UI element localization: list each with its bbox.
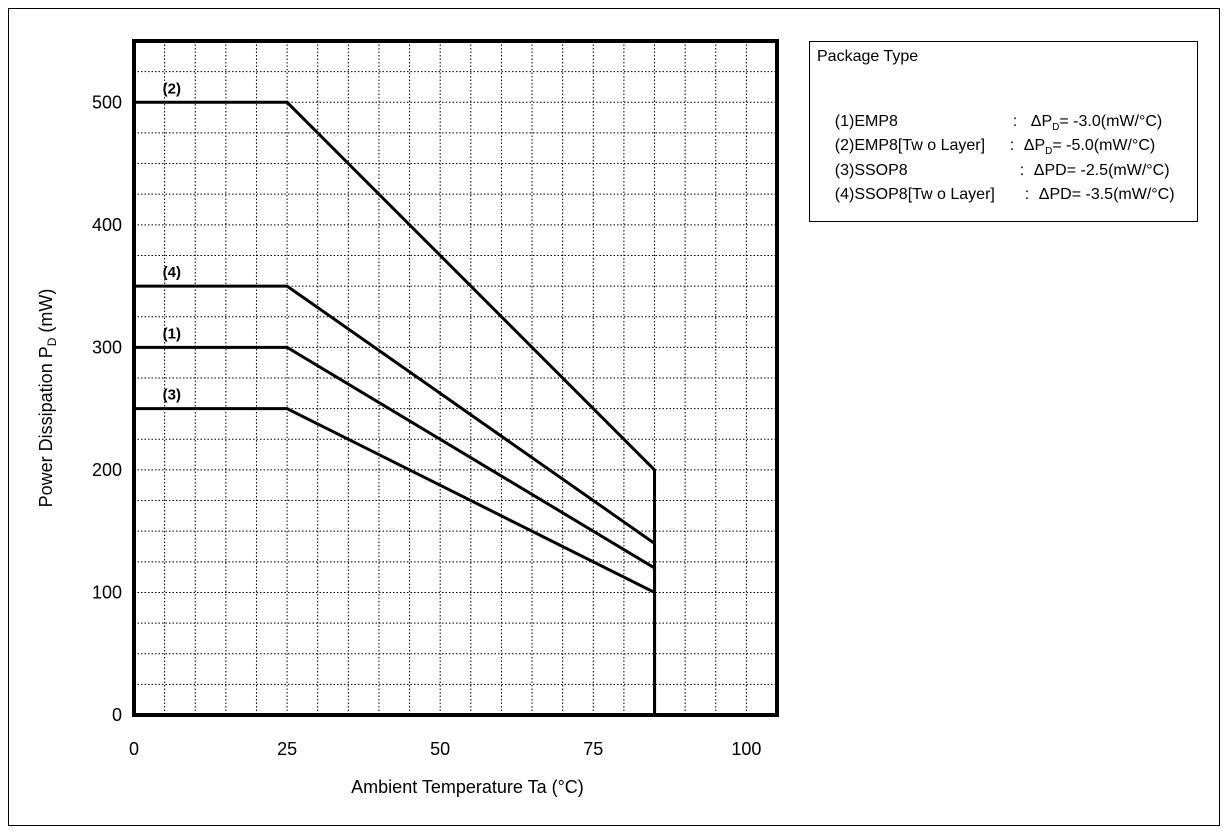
legend-row-rate: ΔPD= -3.0(mW/°C) (1030, 113, 1163, 134)
y-axis-title: Power Dissipation PD (mW) (36, 289, 59, 508)
legend-row-code: (4)SSOP8[Tw o Layer] (834, 186, 995, 203)
y-axis-title-unit: (mW) (36, 289, 56, 338)
y-axis-title-main: Power Dissipation P (36, 346, 56, 507)
y-tick-label: 0 (112, 705, 122, 725)
legend-row-sep: : (1009, 137, 1015, 154)
legend-row-code: (3)SSOP8 (834, 162, 908, 179)
x-axis-title: Ambient Temperature Ta (°C) (351, 777, 584, 797)
plot-area-border (132, 39, 779, 717)
y-tick-label: 200 (92, 460, 122, 480)
legend-row-2: (2)EMP8[Tw o Layer]: ΔPD= -5.0(mW/°C) (817, 119, 1155, 175)
x-tick-label: 25 (277, 739, 297, 759)
grid-lines (134, 41, 777, 715)
legend-row-rate: ΔPD= -3.5(mW/°C) (1038, 186, 1175, 203)
y-tick-label: 500 (92, 92, 122, 112)
y-tick-label: 300 (92, 337, 122, 357)
legend-row-rate: ΔPD= -2.5(mW/°C) (1033, 162, 1170, 179)
curve-labels: (2) (4) (1) (3) (163, 80, 181, 403)
legend-row-sep: : (1019, 162, 1025, 179)
x-tick-label: 0 (129, 739, 139, 759)
curve-label: (2) (163, 80, 181, 97)
x-tick-label: 50 (430, 739, 450, 759)
legend-row-sep: : (1024, 186, 1030, 203)
curve-label: (3) (163, 387, 181, 404)
legend-row-code: (1)EMP8 (834, 113, 898, 130)
curve-label: (4) (163, 264, 181, 281)
series-line-4 (134, 284, 657, 715)
legend-title: Package Type (817, 48, 919, 65)
legend-row-3: (3)SSOP8: ΔPD= -2.5(mW/°C) (817, 144, 1170, 198)
y-axis-title-sub: D (45, 337, 59, 346)
legend-row-code: (2)EMP8[Tw o Layer] (834, 137, 986, 154)
legend-row-sep: : (1012, 113, 1018, 130)
figure-frame (8, 8, 1220, 826)
x-tick-label: 75 (583, 739, 603, 759)
legend-row-1: (1)EMP8: ΔPD= -3.0(mW/°C) (817, 95, 1162, 151)
curve-label: (1) (163, 325, 181, 342)
legend-row-rate: ΔPD= -5.0(mW/°C) (1023, 137, 1156, 158)
legend-row-4: (4)SSOP8[Tw o Layer]: ΔPD= -3.5(mW/°C) (817, 168, 1175, 222)
package-type-legend: Package Type (1)EMP8: ΔPD= -3.0(mW/°C) (2… (809, 41, 1198, 222)
axis-tick-labels: 0 25 50 75 100 0 100 200 300 400 500 (92, 92, 761, 759)
series-lines (134, 100, 657, 715)
y-tick-label: 400 (92, 215, 122, 235)
y-tick-label: 100 (92, 582, 122, 602)
x-tick-label: 100 (731, 739, 761, 759)
